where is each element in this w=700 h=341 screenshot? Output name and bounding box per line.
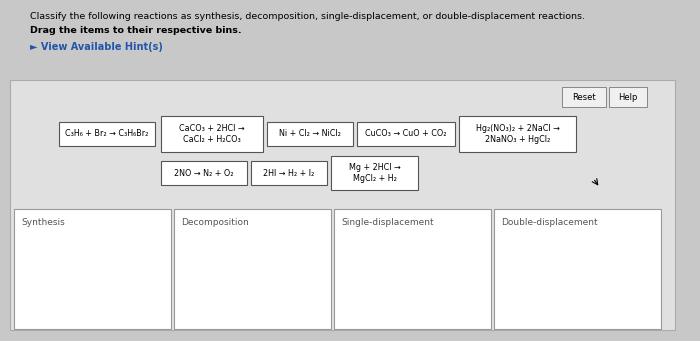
Text: Single-displacement: Single-displacement <box>341 218 433 227</box>
Text: Mg + 2HCl →
MgCl₂ + H₂: Mg + 2HCl → MgCl₂ + H₂ <box>349 163 400 183</box>
FancyBboxPatch shape <box>334 209 491 329</box>
Text: Reset: Reset <box>572 92 596 102</box>
Text: Classify the following reactions as synthesis, decomposition, single-displacemen: Classify the following reactions as synt… <box>30 12 585 21</box>
FancyBboxPatch shape <box>331 156 418 190</box>
Text: Double-displacement: Double-displacement <box>501 218 598 227</box>
Text: ► View Available Hint(s): ► View Available Hint(s) <box>30 42 163 52</box>
FancyBboxPatch shape <box>59 122 155 146</box>
Text: Synthesis: Synthesis <box>21 218 64 227</box>
FancyBboxPatch shape <box>459 116 576 152</box>
FancyBboxPatch shape <box>14 209 171 329</box>
Text: C₃H₆ + Br₂ → C₃H₆Br₂: C₃H₆ + Br₂ → C₃H₆Br₂ <box>65 130 148 138</box>
FancyBboxPatch shape <box>357 122 455 146</box>
FancyBboxPatch shape <box>251 161 327 185</box>
FancyBboxPatch shape <box>10 80 675 330</box>
Text: Decomposition: Decomposition <box>181 218 248 227</box>
FancyBboxPatch shape <box>161 116 263 152</box>
FancyBboxPatch shape <box>161 161 247 185</box>
Text: CuCO₃ → CuO + CO₂: CuCO₃ → CuO + CO₂ <box>365 130 447 138</box>
Text: Hg₂(NO₃)₂ + 2NaCl →
2NaNO₃ + HgCl₂: Hg₂(NO₃)₂ + 2NaCl → 2NaNO₃ + HgCl₂ <box>475 124 559 144</box>
FancyBboxPatch shape <box>174 209 331 329</box>
Text: Drag the items to their respective bins.: Drag the items to their respective bins. <box>30 26 242 35</box>
Text: Ni + Cl₂ → NiCl₂: Ni + Cl₂ → NiCl₂ <box>279 130 341 138</box>
FancyBboxPatch shape <box>494 209 661 329</box>
FancyBboxPatch shape <box>267 122 353 146</box>
Text: Help: Help <box>618 92 638 102</box>
Text: CaCO₃ + 2HCl →
CaCl₂ + H₂CO₃: CaCO₃ + 2HCl → CaCl₂ + H₂CO₃ <box>179 124 245 144</box>
Text: 2HI → H₂ + I₂: 2HI → H₂ + I₂ <box>263 168 314 178</box>
FancyBboxPatch shape <box>562 87 606 107</box>
FancyBboxPatch shape <box>609 87 647 107</box>
Text: 2NO → N₂ + O₂: 2NO → N₂ + O₂ <box>174 168 234 178</box>
